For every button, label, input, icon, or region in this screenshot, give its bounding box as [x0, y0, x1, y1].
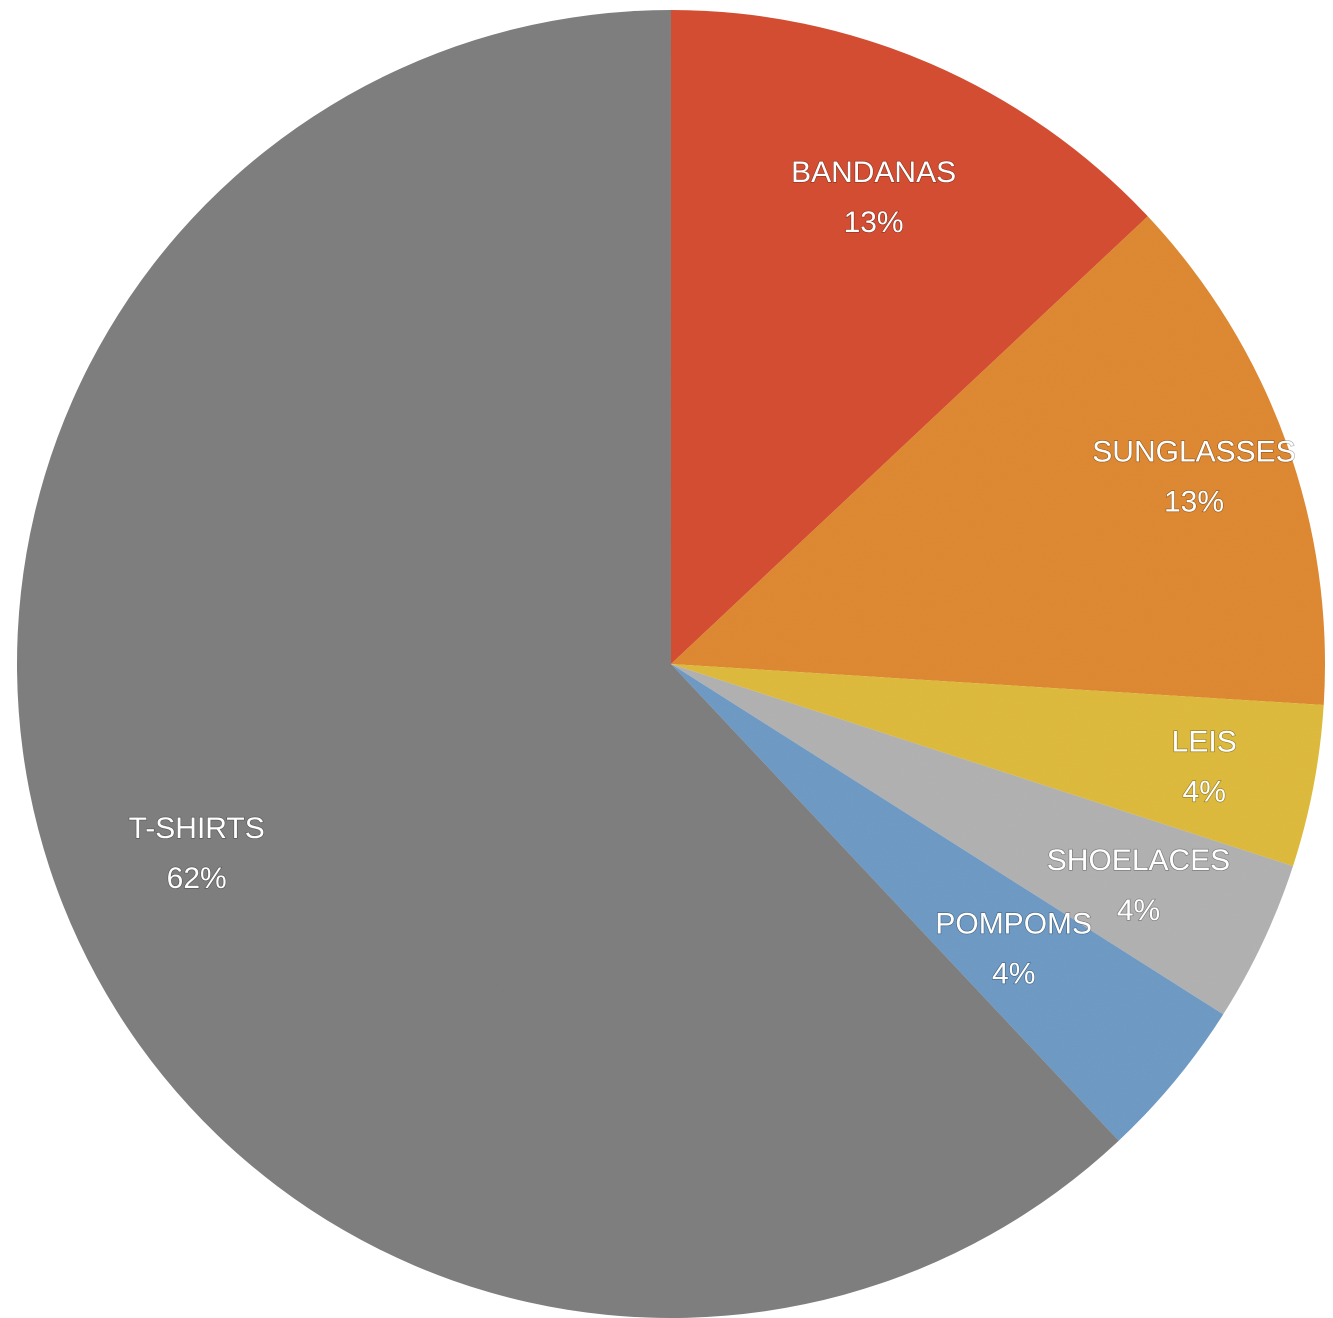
slice-label-t-shirts: T-SHIRTS	[129, 812, 265, 845]
slice-label-shoelaces: SHOELACES	[1047, 844, 1230, 877]
slice-value-sunglasses: 13%	[1164, 486, 1224, 519]
slice-value-t-shirts: 62%	[167, 862, 227, 895]
pie-slice-t-shirts	[17, 10, 1119, 1318]
pie-slice-shoelaces	[671, 664, 1293, 1015]
slice-value-leis: 4%	[1183, 776, 1226, 809]
slice-label-sunglasses: SUNGLASSES	[1092, 436, 1295, 469]
slice-label-bandanas: BANDANAS	[791, 156, 956, 189]
slice-value-shoelaces: 4%	[1117, 894, 1160, 927]
slice-value-pompoms: 4%	[992, 958, 1035, 991]
pie-slice-leis	[671, 664, 1324, 867]
pie-slice-pompoms	[671, 664, 1224, 1141]
pie-slice-sunglasses	[671, 216, 1326, 706]
slice-value-bandanas: 13%	[844, 206, 904, 239]
pie-slices	[17, 9, 1326, 1318]
pie-labels: BANDANAS 13% SUNGLASSES 13% LEIS 4% SHOELACES 4…	[128, 155, 1296, 991]
slice-label-leis: LEIS	[1172, 726, 1237, 759]
slice-label-pompoms: POMPOMS	[935, 908, 1092, 941]
pie-slice-bandanas	[671, 9, 1148, 664]
